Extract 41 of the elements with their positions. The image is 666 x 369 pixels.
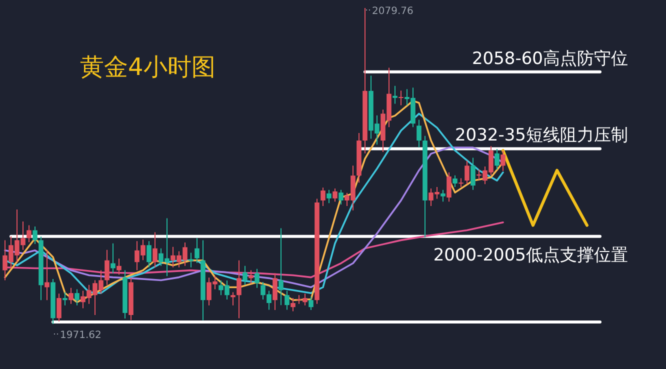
annotation: 2079.76 — [372, 6, 414, 17]
candlestick — [464, 160, 470, 185]
candlestick — [320, 187, 326, 207]
candlestick — [398, 90, 404, 106]
candlestick — [194, 238, 200, 264]
annotation: 1971.62 — [60, 330, 102, 341]
candlestick — [500, 150, 506, 172]
candlestick — [68, 287, 74, 304]
candlestick — [104, 249, 110, 286]
candlestick — [236, 260, 242, 319]
title: 黄金4小时图 — [80, 53, 216, 81]
candlestick — [470, 157, 476, 190]
candlestick — [152, 232, 158, 268]
candlestick — [230, 292, 236, 306]
candlestick — [44, 250, 50, 301]
candlestick — [332, 188, 338, 202]
candlestick — [416, 119, 422, 148]
candlestick — [392, 85, 398, 104]
candlestick — [26, 224, 32, 243]
candlestick — [74, 288, 80, 306]
candlestick — [242, 265, 248, 286]
candlestick — [440, 189, 446, 202]
candlestick — [446, 172, 452, 202]
candlestick — [62, 292, 68, 306]
candlestick — [146, 240, 152, 268]
candlestick — [338, 189, 344, 206]
candlestick — [110, 242, 116, 274]
candlestick — [32, 226, 38, 244]
candlestick — [326, 189, 332, 204]
candlestick — [56, 293, 62, 322]
candlestick — [116, 258, 122, 276]
candlestick — [254, 268, 260, 288]
candlestick — [290, 298, 296, 312]
candlestick — [452, 174, 458, 188]
candlestick — [308, 296, 314, 311]
candlestick — [272, 272, 278, 311]
candlestick — [278, 228, 284, 306]
candlestick — [188, 252, 194, 268]
candlestick — [284, 290, 290, 310]
candlestick — [494, 148, 500, 170]
candlestick — [458, 178, 464, 188]
